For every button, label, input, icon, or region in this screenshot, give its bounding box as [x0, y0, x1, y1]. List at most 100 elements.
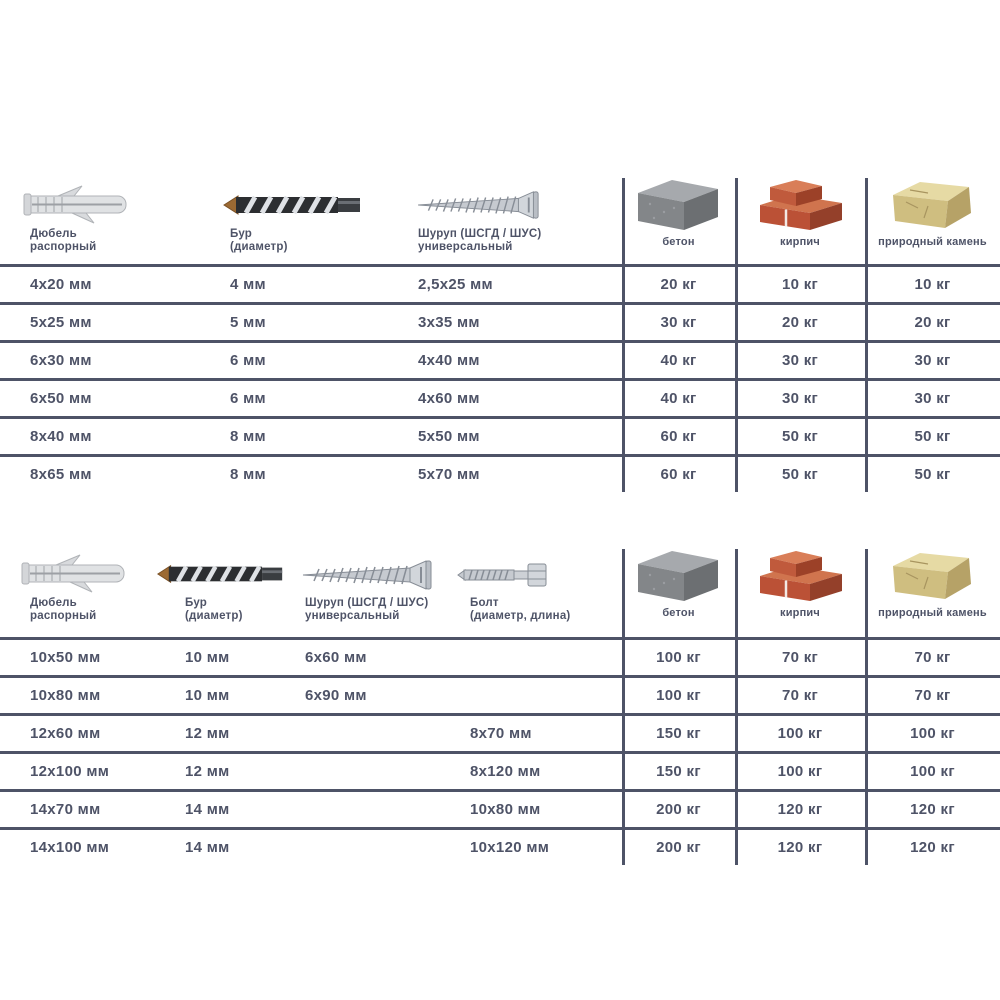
load-brick-cell: 10 кг	[781, 276, 819, 293]
column-divider	[622, 178, 625, 492]
table-row: 14x100 мм 14 мм 10x120 мм 200 кг 120 кг …	[0, 827, 1000, 865]
load-concrete-cell: 60 кг	[660, 466, 697, 483]
table-row: 8x40 мм 8 мм 5x50 мм 60 кг 50 кг 50 кг	[0, 416, 1000, 454]
screw-size-cell: 2,5x25 мм	[418, 276, 493, 293]
screw-size-cell: 3x35 мм	[418, 314, 480, 331]
load-brick-cell: 30 кг	[781, 352, 819, 369]
column-header-stone: природный камень	[878, 236, 987, 248]
load-concrete-cell: 100 кг	[656, 687, 701, 704]
screw-size-cell: 6x60 мм	[305, 649, 367, 666]
bolt-size-cell: 8x70 мм	[470, 725, 532, 742]
column-header-screw: Шуруп (ШСГД / ШУС) универсальный	[305, 597, 429, 622]
screw-size-cell: 5x70 мм	[418, 466, 480, 483]
load-concrete-cell: 150 кг	[656, 725, 701, 742]
table-body: 10x50 мм 10 мм 6x60 мм 100 кг 70 кг 70 к…	[0, 637, 1000, 865]
load-concrete-cell: 40 кг	[660, 352, 697, 369]
load-stone-cell: 10 кг	[914, 276, 951, 293]
drill-size-cell: 8 мм	[230, 466, 266, 483]
drill-size-cell: 12 мм	[185, 725, 230, 742]
table-header: Дюбель распорный Бур (диаметр) Шуруп (ШС…	[0, 178, 1000, 264]
dowel-size-cell: 8x65 мм	[30, 466, 92, 483]
drill-size-cell: 8 мм	[230, 428, 266, 445]
table-row: 12x60 мм 12 мм 8x70 мм 150 кг 100 кг 100…	[0, 713, 1000, 751]
load-brick-cell: 70 кг	[781, 649, 819, 666]
column-header-bolt: Болт (диаметр, длина)	[470, 597, 571, 622]
concrete-block-image	[636, 549, 720, 603]
dowel-size-cell: 10x80 мм	[30, 687, 101, 704]
load-stone-cell: 50 кг	[914, 428, 951, 445]
dowel-size-cell: 6x30 мм	[30, 352, 92, 369]
load-brick-cell: 70 кг	[781, 687, 819, 704]
column-divider	[622, 549, 625, 865]
drill-size-cell: 10 мм	[185, 649, 230, 666]
load-stone-cell: 70 кг	[914, 649, 951, 666]
column-divider	[735, 549, 738, 865]
screw-size-cell: 4x60 мм	[418, 390, 480, 407]
drill-size-cell: 10 мм	[185, 687, 230, 704]
screw-size-cell: 4x40 мм	[418, 352, 480, 369]
dowel-size-cell: 14x70 мм	[30, 801, 101, 818]
drill-bit-image	[156, 557, 284, 591]
table-small-dowels: Дюбель распорный Бур (диаметр) Шуруп (ШС…	[0, 178, 1000, 492]
table-row: 10x80 мм 10 мм 6x90 мм 100 кг 70 кг 70 к…	[0, 675, 1000, 713]
drill-size-cell: 4 мм	[230, 276, 266, 293]
table-row: 12x100 мм 12 мм 8x120 мм 150 кг 100 кг 1…	[0, 751, 1000, 789]
column-header-dowel: Дюбель распорный	[30, 597, 97, 622]
dowel-size-cell: 5x25 мм	[30, 314, 92, 331]
dowel-size-cell: 14x100 мм	[30, 839, 110, 856]
column-header-concrete: бетон	[662, 607, 695, 619]
hex-bolt-image	[456, 559, 550, 591]
column-divider	[735, 178, 738, 492]
load-stone-cell: 120 кг	[910, 801, 955, 818]
load-stone-cell: 120 кг	[910, 839, 955, 856]
table-header: Дюбель распорный Бур (диаметр) Шуруп (ШС…	[0, 549, 1000, 637]
column-divider	[865, 549, 868, 865]
dowel-size-cell: 12x100 мм	[30, 763, 110, 780]
table-row: 5x25 мм 5 мм 3x35 мм 30 кг 20 кг 20 кг	[0, 302, 1000, 340]
load-concrete-cell: 200 кг	[656, 839, 701, 856]
column-header-stone: природный камень	[878, 607, 987, 619]
bolt-size-cell: 10x120 мм	[470, 839, 550, 856]
dowel-size-cell: 8x40 мм	[30, 428, 92, 445]
column-header-dowel: Дюбель распорный	[30, 228, 97, 253]
dowel-anchor-image	[20, 551, 132, 595]
load-brick-cell: 50 кг	[781, 466, 819, 483]
table-row: 6x50 мм 6 мм 4x60 мм 40 кг 30 кг 30 кг	[0, 378, 1000, 416]
table-row: 8x65 мм 8 мм 5x70 мм 60 кг 50 кг 50 кг	[0, 454, 1000, 492]
bolt-size-cell: 8x120 мм	[470, 763, 541, 780]
screw-size-cell: 5x50 мм	[418, 428, 480, 445]
column-header-drill: Бур (диаметр)	[230, 228, 288, 253]
load-stone-cell: 30 кг	[914, 352, 951, 369]
drill-size-cell: 5 мм	[230, 314, 266, 331]
load-brick-cell: 100 кг	[777, 725, 823, 742]
load-concrete-cell: 40 кг	[660, 390, 697, 407]
table-row: 4x20 мм 4 мм 2,5x25 мм 20 кг 10 кг 10 кг	[0, 264, 1000, 302]
load-brick-cell: 50 кг	[781, 428, 819, 445]
load-stone-cell: 50 кг	[914, 466, 951, 483]
drill-size-cell: 6 мм	[230, 390, 266, 407]
drill-bit-image	[222, 188, 362, 222]
load-brick-cell: 120 кг	[777, 801, 823, 818]
load-concrete-cell: 100 кг	[656, 649, 701, 666]
load-concrete-cell: 60 кг	[660, 428, 697, 445]
load-concrete-cell: 150 кг	[656, 763, 701, 780]
dowel-size-cell: 10x50 мм	[30, 649, 101, 666]
dowel-size-cell: 6x50 мм	[30, 390, 92, 407]
column-divider	[865, 178, 868, 492]
load-concrete-cell: 200 кг	[656, 801, 701, 818]
load-stone-cell: 30 кг	[914, 390, 951, 407]
load-stone-cell: 70 кг	[914, 687, 951, 704]
drill-size-cell: 14 мм	[185, 839, 230, 856]
column-header-drill: Бур (диаметр)	[185, 597, 243, 622]
load-stone-cell: 20 кг	[914, 314, 951, 331]
load-stone-cell: 100 кг	[910, 763, 955, 780]
dowel-anchor-image	[22, 182, 134, 226]
dowel-size-cell: 4x20 мм	[30, 276, 92, 293]
load-stone-cell: 100 кг	[910, 725, 955, 742]
concrete-block-image	[636, 178, 720, 232]
table-large-dowels: Дюбель распорный Бур (диаметр) Шуруп (ШС…	[0, 549, 1000, 865]
natural-stone-image	[888, 549, 974, 603]
universal-screw-image	[300, 559, 438, 591]
screw-size-cell: 6x90 мм	[305, 687, 367, 704]
